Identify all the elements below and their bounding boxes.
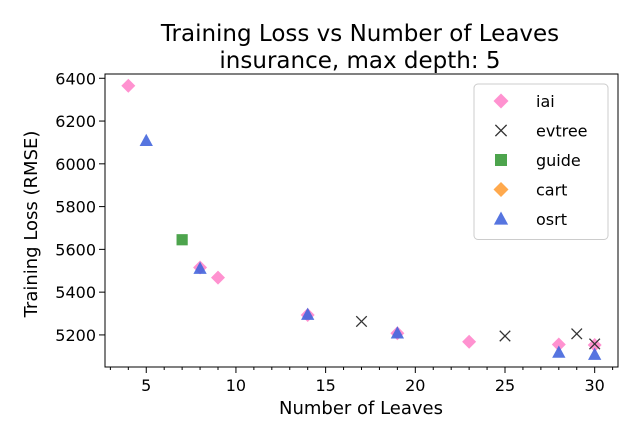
y-axis-label: Training Loss (RMSE) bbox=[21, 131, 42, 319]
legend-marker-cart bbox=[493, 182, 509, 197]
data-points bbox=[121, 78, 602, 360]
point-osrt bbox=[139, 133, 153, 146]
legend-marker-guide bbox=[495, 154, 507, 166]
point-iai bbox=[462, 334, 477, 349]
x-tick-label: 15 bbox=[315, 376, 335, 395]
axis-ticks: 5 10 15 20 25 30 5200 5400 5600 5800 6000 6200 6400 bbox=[55, 69, 614, 395]
point-iai bbox=[551, 337, 566, 352]
point-iai bbox=[587, 337, 602, 352]
y-tick-label: 5400 bbox=[55, 283, 96, 302]
y-tick-label: 6000 bbox=[55, 155, 96, 174]
point-osrt bbox=[390, 326, 405, 339]
x-tick-label: 5 bbox=[141, 376, 151, 395]
point-osrt bbox=[193, 261, 207, 274]
x-tick-label: 25 bbox=[495, 376, 515, 395]
x-tick-label: 20 bbox=[405, 376, 425, 395]
point-evtree bbox=[499, 330, 511, 342]
point-osrt bbox=[552, 345, 566, 358]
legend-label-iai: iai bbox=[536, 92, 555, 111]
legend-marker-osrt bbox=[493, 211, 509, 225]
y-tick-label: 6200 bbox=[55, 112, 96, 131]
y-tick-label: 6400 bbox=[55, 69, 96, 88]
legend-label-osrt: osrt bbox=[536, 210, 567, 229]
point-osrt bbox=[301, 307, 315, 320]
x-tick-label: 30 bbox=[585, 376, 605, 395]
legend-box bbox=[473, 83, 609, 240]
x-tick-label: 10 bbox=[226, 376, 246, 395]
point-guide bbox=[176, 234, 188, 246]
legend-label-cart: cart bbox=[536, 181, 567, 200]
point-evtree bbox=[571, 328, 583, 340]
y-tick-label: 5600 bbox=[55, 240, 96, 259]
legend-marker-iai bbox=[493, 93, 509, 109]
legend-label-guide: guide bbox=[536, 151, 581, 170]
x-axis-label: Number of Leaves bbox=[279, 398, 443, 419]
legend-marker-evtree bbox=[494, 124, 508, 137]
point-iai bbox=[121, 78, 136, 93]
y-tick-label: 5200 bbox=[55, 326, 96, 345]
chart-title: Training Loss vs Number of Leaves bbox=[160, 21, 559, 47]
point-evtree bbox=[355, 315, 368, 328]
legend-label-evtree: evtree bbox=[536, 122, 588, 141]
chart-subtitle: insurance, max depth: 5 bbox=[219, 48, 500, 74]
plot-frame bbox=[104, 73, 619, 368]
point-osrt bbox=[588, 347, 602, 360]
point-iai bbox=[211, 270, 226, 285]
legend: iai evtree guide cart osrt bbox=[473, 83, 609, 240]
point-evtree bbox=[588, 338, 601, 350]
y-tick-label: 5800 bbox=[55, 198, 96, 217]
